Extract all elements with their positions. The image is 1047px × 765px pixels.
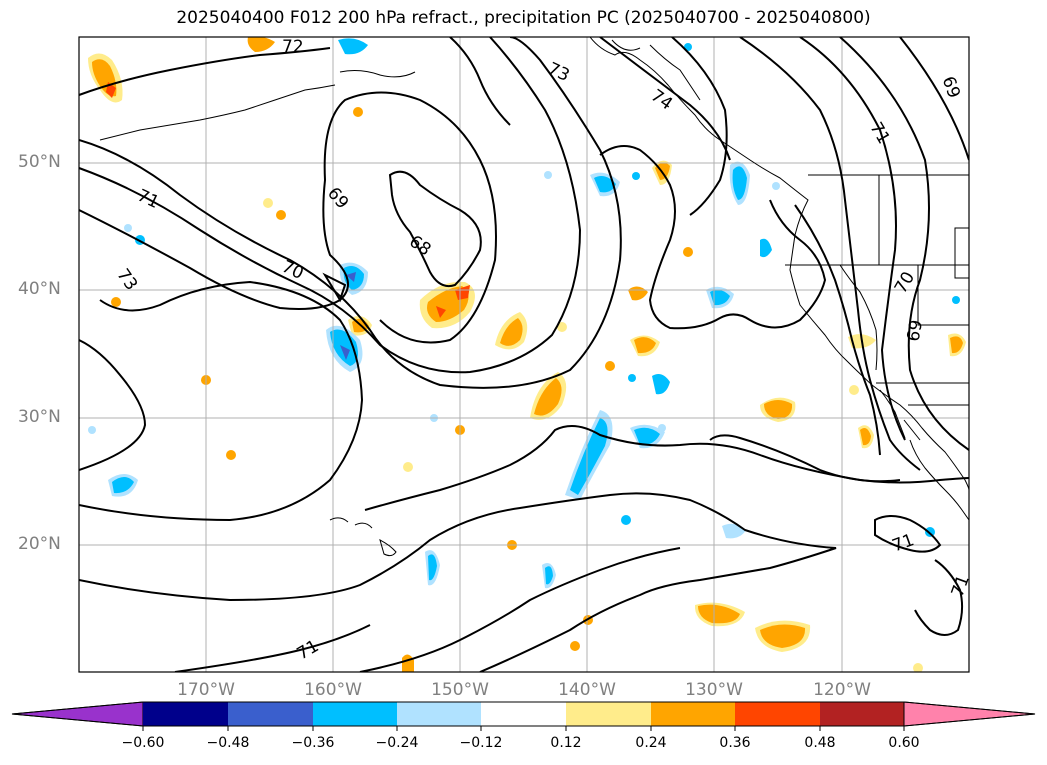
colorbar-tick-label: −0.60 bbox=[122, 735, 165, 751]
lat-label: 50°N bbox=[18, 152, 61, 172]
colorbar-bin bbox=[228, 702, 313, 726]
lat-label: 30°N bbox=[18, 407, 61, 427]
contour-label: 71 bbox=[134, 186, 162, 213]
colorbar-bin bbox=[820, 702, 904, 726]
colorbar-extend-low bbox=[12, 702, 143, 726]
contour-label: 69 bbox=[904, 318, 927, 343]
lon-label: 160°W bbox=[304, 680, 362, 700]
colorbar bbox=[12, 702, 1035, 731]
colorbar-bin bbox=[143, 702, 228, 726]
colorbar-tick-label: 0.48 bbox=[804, 735, 835, 751]
colorbar-tick-label: −0.24 bbox=[376, 735, 419, 751]
lon-label: 150°W bbox=[431, 680, 489, 700]
colorbar-tick-label: 0.24 bbox=[635, 735, 666, 751]
coastlines bbox=[100, 37, 969, 556]
colorbar-bin bbox=[481, 702, 566, 726]
lon-label: 120°W bbox=[813, 680, 871, 700]
colorbar-tick-label: −0.36 bbox=[292, 735, 335, 751]
precip-positive-anomalies bbox=[88, 36, 966, 673]
precip-negative-anomalies bbox=[88, 38, 960, 588]
colorbar-bin bbox=[566, 702, 651, 726]
contour-label: 71 bbox=[890, 530, 917, 556]
contour-label: 72 bbox=[282, 37, 304, 57]
refractivity-contours bbox=[79, 37, 969, 672]
lon-label: 140°W bbox=[558, 680, 616, 700]
lon-label: 170°W bbox=[177, 680, 235, 700]
lon-label: 130°W bbox=[685, 680, 743, 700]
contour-label: 69 bbox=[323, 184, 352, 213]
colorbar-tick-label: 0.60 bbox=[888, 735, 919, 751]
colorbar-tick-label: −0.12 bbox=[460, 735, 503, 751]
lat-label: 40°N bbox=[18, 279, 61, 299]
colorbar-tick-label: 0.12 bbox=[550, 735, 581, 751]
contour-label: 68 bbox=[405, 232, 434, 261]
contour-label: 71 bbox=[294, 636, 323, 664]
colorbar-bin bbox=[397, 702, 481, 726]
contour-label: 71 bbox=[865, 119, 893, 148]
colorbar-bin bbox=[735, 702, 820, 726]
lat-label: 20°N bbox=[18, 534, 61, 554]
colorbar-extend-high bbox=[904, 702, 1035, 726]
colorbar-tick-label: −0.48 bbox=[207, 735, 250, 751]
colorbar-tick-label: 0.36 bbox=[719, 735, 750, 751]
contour-label: 70 bbox=[278, 257, 306, 284]
colorbar-bin bbox=[313, 702, 397, 726]
contour-label: 73 bbox=[544, 59, 572, 86]
colorbar-bin bbox=[651, 702, 735, 726]
